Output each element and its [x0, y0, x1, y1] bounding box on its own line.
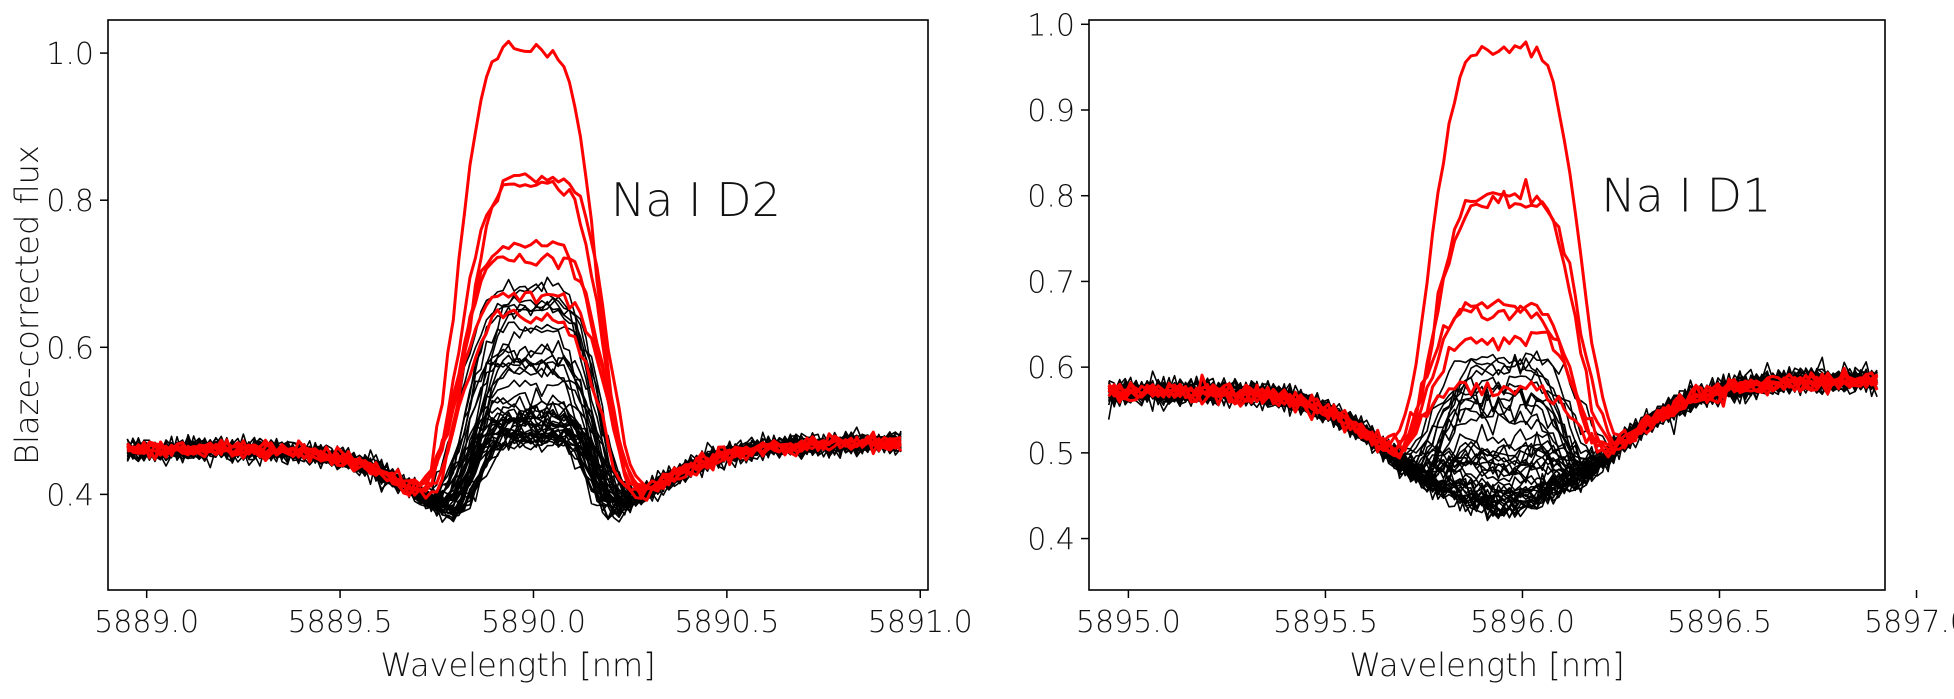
spectrum-red-5 — [126, 290, 901, 494]
x-tick-label: 5896.0 — [1470, 605, 1575, 640]
x-tick-label: 5890.5 — [674, 605, 779, 640]
x-tick-label: 5890.0 — [481, 605, 586, 640]
x-tick-label: 5895.5 — [1273, 605, 1378, 640]
y-tick-label: 0.5 — [1027, 437, 1075, 472]
x-tick-label: 5895.0 — [1076, 605, 1181, 640]
spectrum-black-6 — [126, 296, 901, 509]
y-axis-label: Blaze-corrected flux — [8, 145, 46, 465]
x-tick-label: 5896.5 — [1667, 605, 1772, 640]
x-tick-label: 5889.5 — [288, 605, 393, 640]
plot-frame — [107, 19, 929, 591]
y-tick-label: 0.6 — [1027, 351, 1075, 386]
spectrum-red-4 — [126, 252, 902, 488]
y-tick-label: 0.6 — [46, 331, 94, 366]
spectrum-red-6 — [126, 308, 902, 500]
spectrum-black-37 — [126, 410, 902, 518]
spectrum-red-5 — [1107, 330, 1878, 458]
y-tick-label: 0.8 — [46, 184, 94, 219]
x-axis-label: Wavelength [nm] — [1349, 646, 1624, 684]
chart-panel-na-d1: 5895.0 5895.5 5896.0 5896.5 5897.0 0.4 0.5 0.6 0… — [1027, 8, 1954, 684]
y-tick-label: 0.9 — [1027, 94, 1075, 129]
y-tick-label: 0.4 — [1027, 523, 1075, 558]
line-annotation: Na I D1 — [1601, 169, 1771, 223]
y-tick-label: 0.4 — [46, 478, 94, 513]
y-tick-label: 0.8 — [1027, 180, 1075, 215]
axis-ticks: 5895.0 5895.5 5896.0 5896.5 5897.0 0.4 0.5 0.6 0… — [1027, 8, 1954, 640]
spectrum-red-2 — [1107, 189, 1879, 460]
spectrum-black-11 — [1108, 353, 1878, 472]
x-tick-label: 5891.0 — [868, 605, 973, 640]
chart-panel-na-d2: 5889.0 5889.5 5890.0 5890.5 5891.0 0.4 0.6 0.8 1… — [8, 19, 973, 684]
plot-frame — [1088, 19, 1886, 591]
series-group — [126, 39, 903, 523]
x-axis-label: Wavelength [nm] — [380, 646, 655, 684]
series-group — [1107, 40, 1879, 522]
spectrum-red-6 — [1107, 370, 1879, 459]
axis-ticks: 5889.0 5889.5 5890.0 5890.5 5891.0 0.4 0.6 0.8 1… — [46, 37, 972, 640]
line-annotation: Na I D2 — [611, 173, 781, 227]
x-tick-label: 5889.0 — [94, 605, 199, 640]
x-tick-label: 5897.0 — [1864, 605, 1954, 640]
y-tick-label: 0.7 — [1027, 265, 1075, 300]
y-tick-label: 1.0 — [46, 37, 94, 72]
y-tick-label: 1.0 — [1027, 8, 1075, 43]
